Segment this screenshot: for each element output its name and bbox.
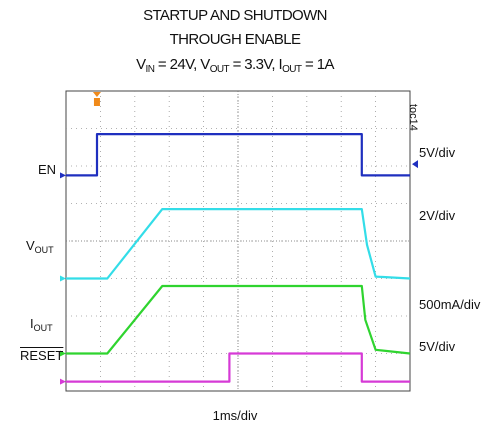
figure-id-label: toc14 (407, 104, 419, 131)
trace-vout (66, 208, 411, 280)
chart-title-line2: THROUGH ENABLE (169, 31, 301, 48)
trace-iout (66, 284, 411, 355)
ground-marker-en (60, 172, 66, 179)
channel-label-vout: VOUT (26, 238, 54, 255)
ground-marker-iout (60, 350, 66, 357)
trigger-position-icon (93, 98, 100, 106)
scale-vout: 2V/div (419, 208, 456, 223)
scale-en: 5V/div (419, 145, 456, 160)
ground-marker-reset (60, 378, 66, 385)
chart-subtitle-conditions: VIN = 24V, VOUT = 3.3V, IOUT = 1A (136, 56, 334, 75)
trace-reset (66, 352, 410, 383)
trigger-marker-icon (92, 92, 101, 97)
trace-en (66, 133, 410, 177)
channel-label-reset: RESET (20, 348, 64, 363)
ground-marker-vout (60, 275, 66, 282)
time-scale-label: 1ms/div (212, 408, 258, 423)
chart-title-line1: STARTUP AND SHUTDOWN (143, 7, 327, 24)
channel-label-en: EN (38, 162, 57, 177)
scale-reset: 5V/div (419, 339, 456, 354)
channel-label-iout: IOUT (30, 316, 53, 333)
trigger-level-arrow-icon (412, 160, 418, 169)
scale-iout: 500mA/div (419, 297, 481, 312)
